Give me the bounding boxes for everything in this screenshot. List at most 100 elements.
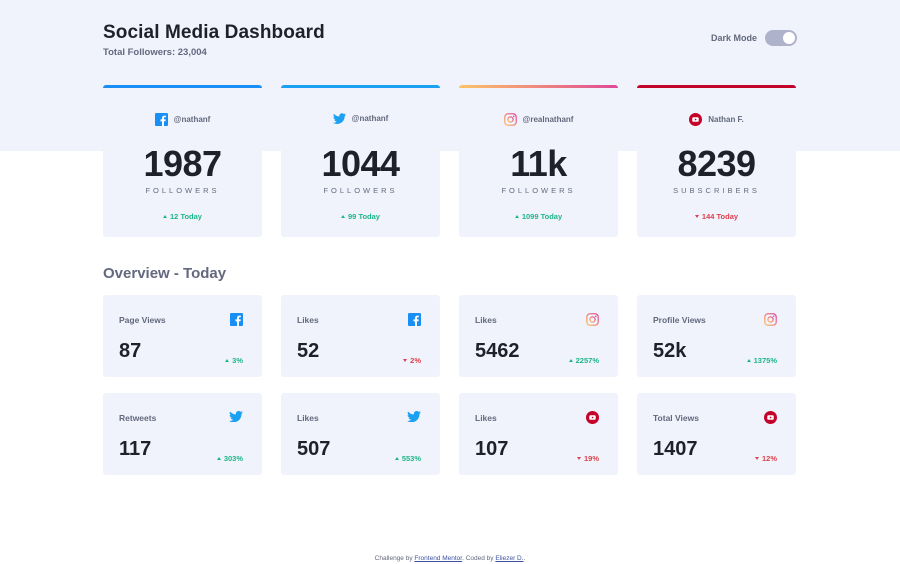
facebook-icon	[154, 113, 168, 126]
metric-change-text: 3%	[232, 356, 243, 365]
metric-change-text: 19%	[583, 454, 599, 463]
metric-change: 1375%	[746, 356, 777, 365]
metric-change: 12%	[754, 454, 777, 463]
arrow-up-icon	[163, 215, 168, 218]
metric-value: 87	[119, 340, 142, 362]
metric-value: 5462	[475, 340, 520, 362]
facebook-icon	[408, 313, 421, 326]
overview-card[interactable]: Total Views 1407 12%	[637, 393, 796, 475]
overview-card[interactable]: Likes 107 19%	[459, 393, 618, 475]
overview-card[interactable]: Profile Views 52k 1375%	[637, 295, 796, 377]
daily-change-text: 99 Today	[348, 212, 380, 221]
accent-bar	[281, 85, 440, 88]
follower-count: 8239	[677, 143, 756, 184]
daily-change: 12 Today	[103, 212, 262, 221]
metric-change-text: 553%	[401, 454, 421, 463]
follower-label: Subscribers	[673, 186, 760, 195]
metric-value: 107	[475, 438, 509, 460]
metric-value: 117	[119, 438, 152, 460]
metric-value: 52	[297, 340, 320, 362]
twitter-icon	[407, 411, 421, 422]
metric-change: 3%	[225, 356, 243, 365]
overview-card[interactable]: Page Views 87 3%	[103, 295, 262, 377]
follower-label: Followers	[145, 186, 220, 195]
metric-value: 1407	[653, 438, 698, 460]
metric-change-text: 12%	[761, 454, 777, 463]
instagram-icon	[586, 313, 599, 326]
overview-title: Overview - Today	[103, 265, 227, 282]
dark-mode-control: Dark Mode	[711, 30, 797, 46]
overview-card[interactable]: Likes 507 553%	[281, 393, 440, 475]
arrow-up-icon	[568, 359, 573, 362]
metric-change-text: 2%	[410, 356, 421, 365]
metric-label: Total Views	[653, 413, 699, 423]
metric-label: Likes	[297, 413, 319, 423]
followers-card-youtube[interactable]: Nathan F. 8239 Subscribers 144 Today	[637, 85, 796, 237]
dark-mode-toggle[interactable]	[765, 30, 797, 46]
account-handle: @nathanf	[103, 113, 262, 126]
followers-card-twitter[interactable]: @nathanf 1044 Followers 99 Today	[281, 85, 440, 237]
overview-grid: Page Views 87 3% Likes 52 2% Likes 5462 …	[103, 295, 797, 475]
handle-text: @realnathanf	[522, 115, 574, 124]
metric-value: 507	[297, 438, 331, 460]
metric-change: 19%	[576, 454, 599, 463]
instagram-icon	[503, 113, 517, 126]
daily-change-text: 12 Today	[170, 212, 202, 221]
instagram-icon	[764, 313, 777, 326]
metric-label: Profile Views	[653, 315, 706, 325]
follower-label: Followers	[501, 186, 576, 195]
followers-cards: @nathanf 1987 Followers 12 Today @nathan…	[103, 85, 797, 237]
accent-bar	[459, 85, 618, 88]
daily-change: 1099 Today	[459, 212, 618, 221]
arrow-up-icon	[746, 359, 751, 362]
arrow-down-icon	[754, 457, 759, 460]
metric-label: Likes	[297, 315, 319, 325]
follower-count: 1044	[321, 143, 400, 184]
overview-card[interactable]: Retweets 117 303%	[103, 393, 262, 475]
metric-change-text: 2257%	[575, 356, 599, 365]
arrow-down-icon	[403, 359, 408, 362]
dashboard-header: Social Media Dashboard Total Followers: …	[103, 22, 797, 62]
overview-card[interactable]: Likes 5462 2257%	[459, 295, 618, 377]
handle-text: @nathanf	[351, 114, 389, 123]
toggle-knob	[783, 32, 795, 44]
account-handle: @realnathanf	[459, 113, 618, 126]
follower-count: 11k	[510, 143, 567, 184]
arrow-up-icon	[225, 359, 230, 362]
account-handle: @nathanf	[281, 113, 440, 124]
arrow-up-icon	[216, 457, 221, 460]
daily-change-text: 144 Today	[701, 212, 739, 221]
arrow-down-icon	[576, 457, 581, 460]
metric-label: Likes	[475, 315, 497, 325]
metric-change-text: 303%	[223, 454, 243, 463]
frontend-mentor-link[interactable]: Frontend Mentor	[414, 555, 463, 562]
author-link[interactable]: Eliezer D.	[495, 555, 524, 562]
accent-bar	[103, 85, 262, 88]
arrow-up-icon	[514, 215, 519, 218]
metric-change: 2257%	[568, 356, 599, 365]
footer-middle: . Coded by	[462, 555, 494, 562]
follower-label: Followers	[323, 186, 398, 195]
metric-label: Likes	[475, 413, 497, 423]
youtube-icon	[586, 411, 599, 424]
follower-count: 1987	[143, 143, 222, 184]
followers-card-instagram[interactable]: @realnathanf 11k Followers 1099 Today	[459, 85, 618, 237]
arrow-up-icon	[341, 215, 346, 218]
youtube-icon	[764, 411, 777, 424]
overview-card[interactable]: Likes 52 2%	[281, 295, 440, 377]
followers-card-facebook[interactable]: @nathanf 1987 Followers 12 Today	[103, 85, 262, 237]
footer-prefix: Challenge by	[374, 555, 413, 562]
page-title: Social Media Dashboard	[103, 22, 325, 43]
metric-label: Page Views	[119, 315, 166, 325]
daily-change: 144 Today	[637, 212, 796, 221]
footer-suffix: .	[523, 555, 526, 562]
metric-change: 2%	[403, 356, 421, 365]
arrow-up-icon	[394, 457, 399, 460]
total-followers: Total Followers: 23,004	[103, 47, 207, 58]
dark-mode-label: Dark Mode	[710, 33, 757, 43]
metric-label: Retweets	[119, 413, 157, 423]
account-handle: Nathan F.	[637, 113, 796, 126]
accent-bar	[637, 85, 796, 88]
handle-text: @nathanf	[173, 115, 211, 124]
twitter-icon	[229, 411, 243, 422]
